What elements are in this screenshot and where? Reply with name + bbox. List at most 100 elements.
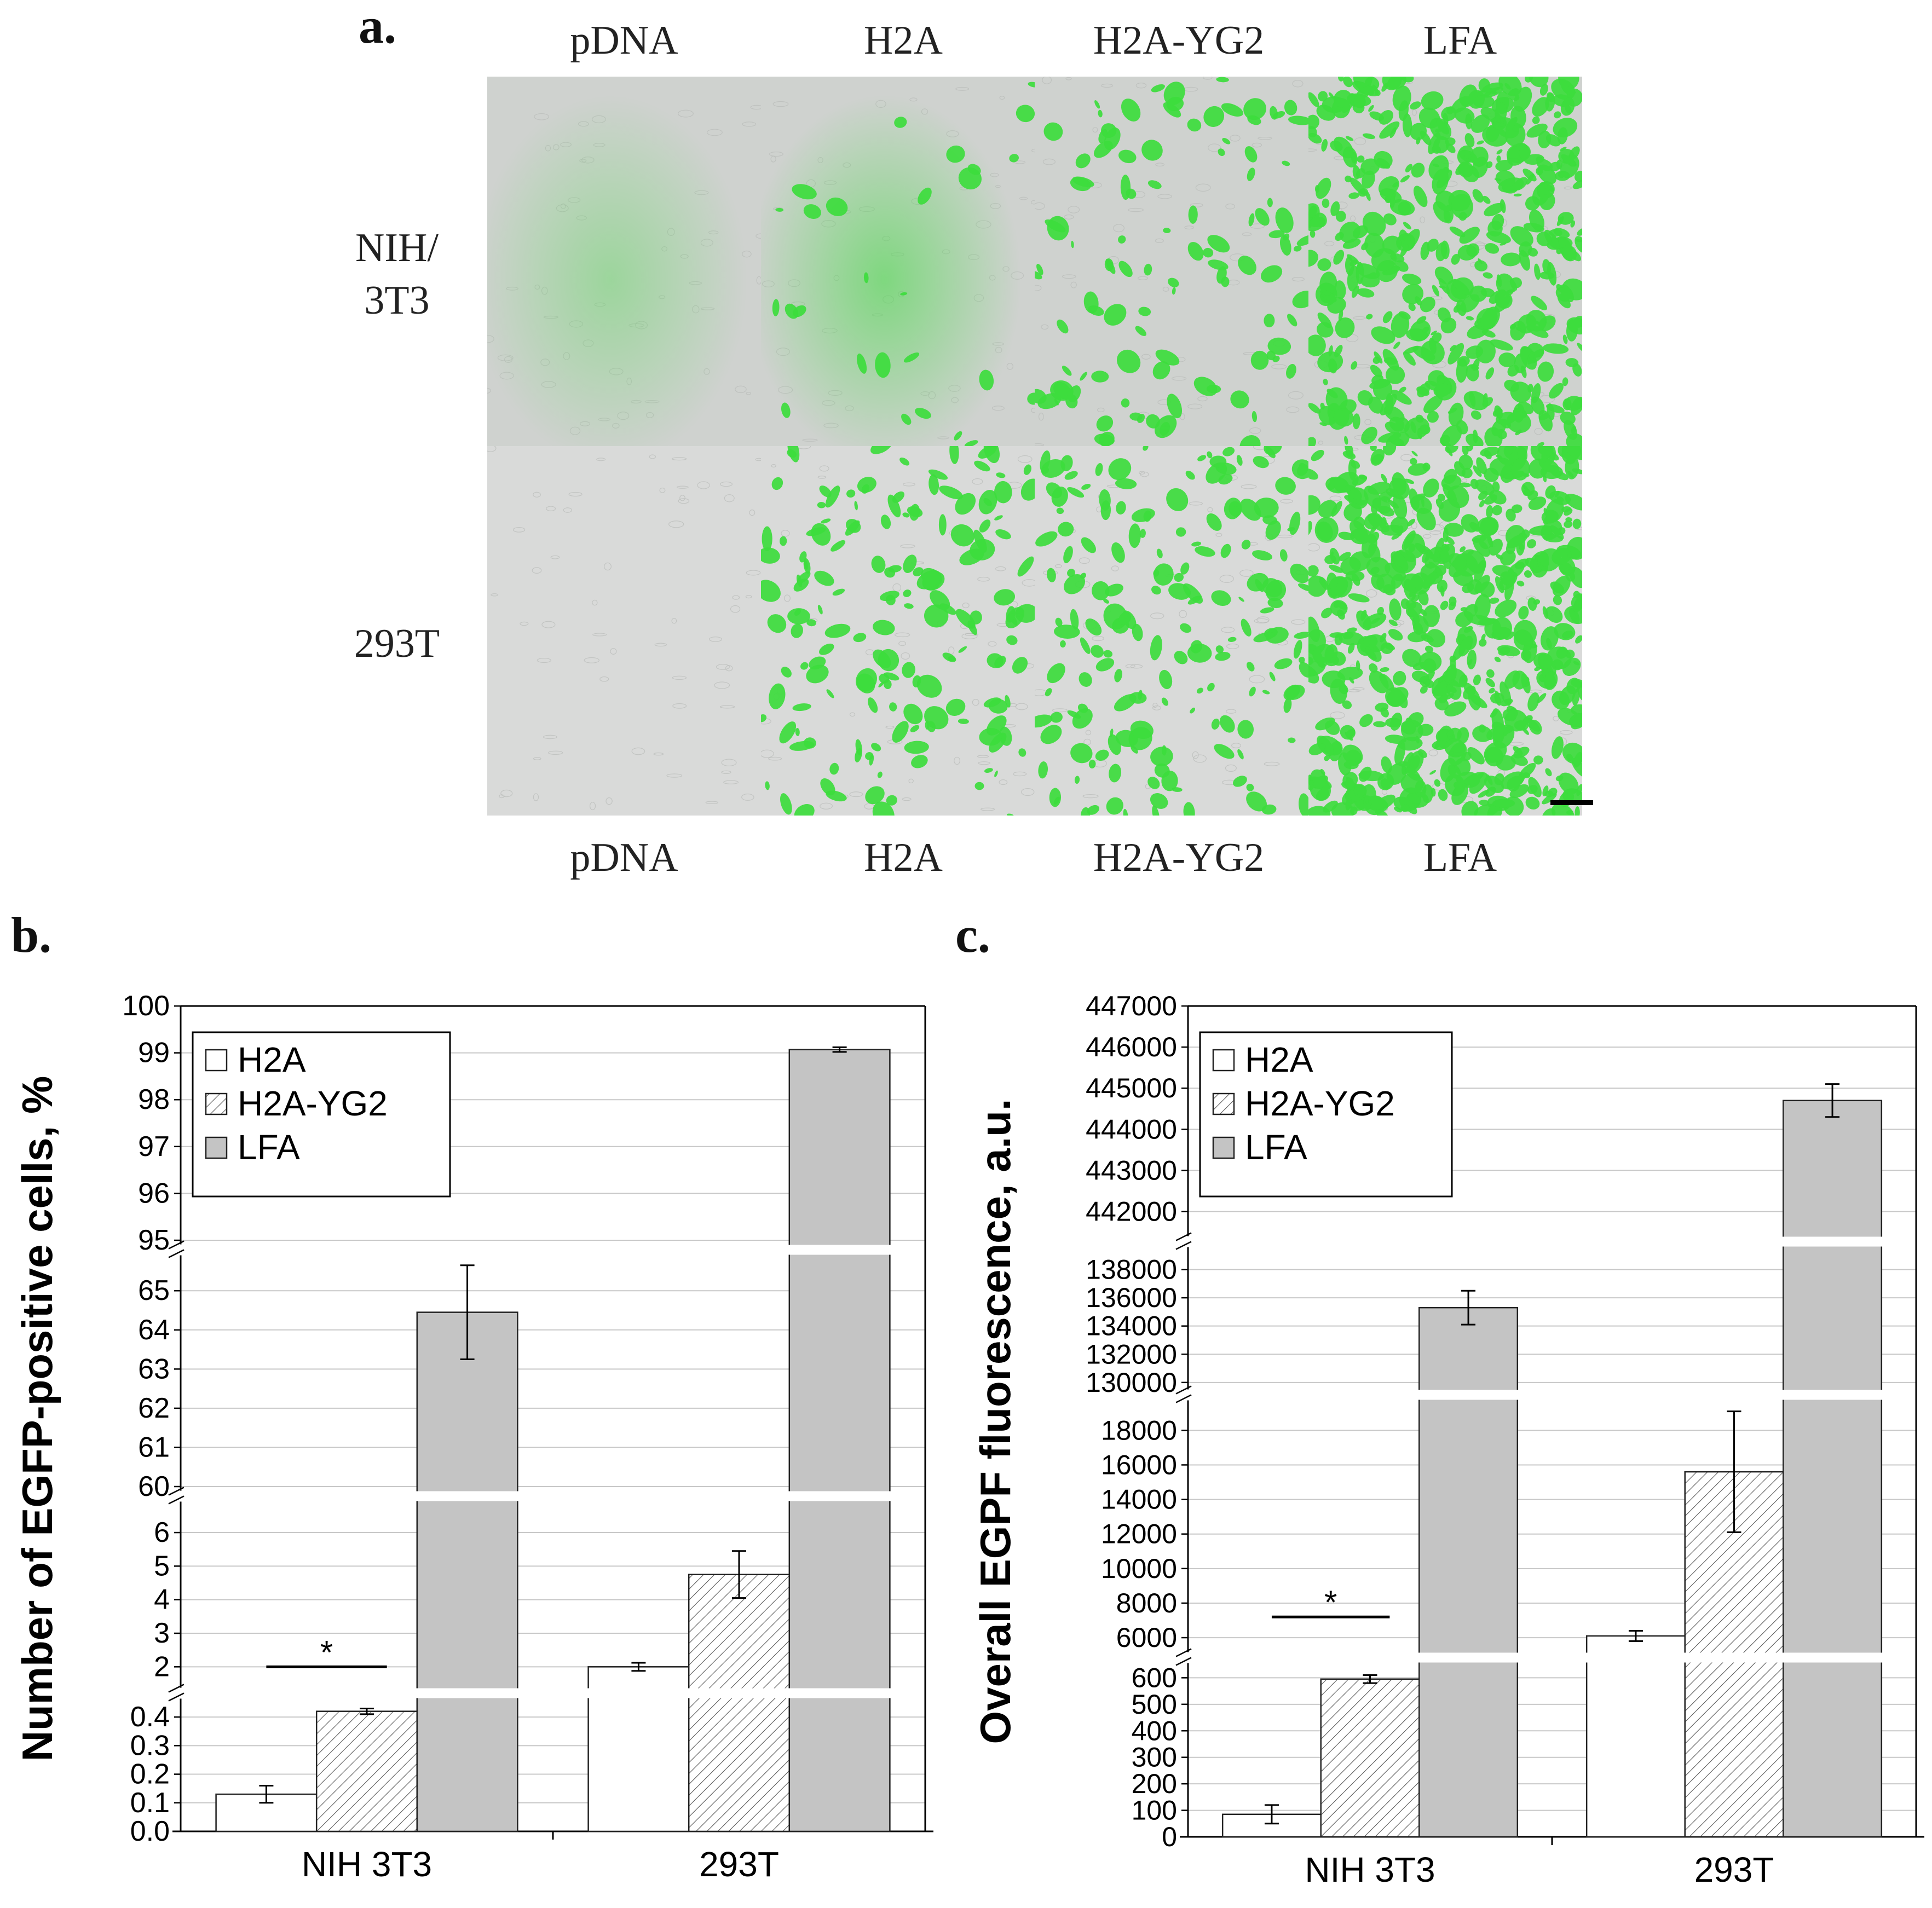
gfp-micrograph-icon [1035,446,1308,816]
axis-break-band [1189,1390,1915,1400]
y-tick-label: 138000 [1086,1254,1177,1285]
axis-break-band [182,1245,924,1255]
y-tick-label: 3 [154,1617,170,1649]
y-tick-label: 300 [1132,1742,1177,1773]
error-bar [631,1662,646,1672]
error-bar [1264,1804,1279,1825]
legend-label: LFA [238,1128,300,1167]
axis-break-mark [168,1684,185,1702]
bar-lfa-293t [1783,1100,1883,1838]
gfp-micrograph-icon [761,446,1035,816]
legend-label: H2A [238,1040,306,1079]
bar-lfa-nih3t3 [416,1311,518,1832]
y-tick-label: 100 [122,990,170,1022]
y-tick-label: 100 [1132,1795,1177,1826]
legend-swatch [1212,1136,1235,1159]
error-bar [1825,1083,1840,1118]
category-label: NIH 3T3 [302,1845,432,1884]
error-bar [360,1707,374,1715]
y-tick-label: 0.2 [130,1759,170,1790]
y-tick-label: 0.4 [130,1701,170,1733]
brightfield-micrograph-icon [487,446,761,816]
micrograph-lfa-row2 [1308,446,1582,816]
micrograph-h2a-row1 [761,77,1035,446]
bar-lfa-nih3t3 [1418,1306,1519,1838]
y-tick-label: 446000 [1086,1032,1177,1062]
legend-swatch [1212,1049,1235,1072]
scale-bar [1550,800,1593,805]
y-tick-label: 62 [138,1392,170,1424]
significance-star: * [1324,1584,1337,1621]
y-tick-label: 445000 [1086,1073,1177,1103]
column-label-h2a-bottom: H2A [864,835,943,880]
micrograph-pdna-row1 [487,77,761,446]
column-label-h2a-yg2-bottom: H2A-YG2 [1093,835,1265,880]
column-label-pdna-bottom: pDNA [570,835,678,880]
error-bar [1461,1290,1476,1326]
error-bar [832,1046,847,1053]
y-tick-label: 447000 [1086,991,1177,1021]
y-tick-label: 0.3 [130,1730,170,1761]
y-axis-label: Number of EGFP-positive cells, % [13,1076,61,1762]
y-tick-label: 0.0 [130,1816,170,1847]
y-tick-label: 136000 [1086,1282,1177,1313]
error-bar [1363,1674,1377,1684]
y-tick-label: 16000 [1101,1449,1177,1480]
bar-h2a-yg2-nih3t3 [315,1710,418,1832]
y-tick-label: 444000 [1086,1114,1177,1144]
bar-h2a-yg2-293t [688,1574,791,1832]
category-label: 293T [1694,1850,1774,1889]
axis-break-mark [1175,1232,1192,1250]
column-label-lfa-top: LFA [1423,18,1497,63]
y-axis-label: Overall EGPF fluorescence, a.u. [971,1098,1019,1744]
y-tick-label: 0 [1162,1822,1177,1852]
micrograph-lfa-row1 [1308,77,1582,446]
y-tick-label: 61 [138,1431,170,1463]
y-tick-label: 2 [154,1651,170,1682]
y-tick-label: 600 [1132,1662,1177,1693]
y-tick-label: 5 [154,1550,170,1582]
axis-break-band [1189,1652,1915,1663]
y-tick-label: 134000 [1086,1311,1177,1342]
y-tick-label: 12000 [1101,1519,1177,1549]
y-tick-label: 98 [138,1084,170,1115]
y-tick-label: 500 [1132,1689,1177,1720]
legend: H2A H2A-YG2 LFA [192,1031,451,1198]
row-label-nih3t3-line2: 3T3 [364,278,430,323]
legend-label: H2A [1245,1040,1313,1079]
y-tick-label: 60 [138,1471,170,1502]
y-tick-label: 65 [138,1275,170,1306]
column-label-h2a-yg2-top: H2A-YG2 [1093,18,1265,63]
column-label-lfa-bottom: LFA [1423,835,1497,880]
legend-label: H2A-YG2 [238,1084,388,1123]
y-tick-label: 400 [1132,1715,1177,1746]
gfp-micrograph-icon [1308,446,1582,816]
axis-break-mark [168,1487,185,1505]
y-tick-label: 63 [138,1353,170,1385]
y-tick-label: 200 [1132,1768,1177,1799]
significance-star: * [320,1634,333,1670]
category-label: NIH 3T3 [1305,1850,1435,1889]
legend-swatch [1212,1092,1235,1115]
axis-break-mark [1175,1385,1192,1403]
y-tick-label: 95 [138,1224,170,1256]
y-tick-label: 97 [138,1131,170,1163]
y-tick-label: 6 [154,1517,170,1548]
panel-a-label: a. [359,0,396,54]
row-label-293t: 293T [354,621,440,666]
legend-label: H2A-YG2 [1245,1084,1395,1123]
error-bar [1628,1629,1643,1642]
y-tick-label: 8000 [1116,1588,1177,1618]
legend-label: LFA [1245,1128,1307,1167]
brightfield-micrograph-icon [487,77,761,446]
micrograph-pdna-row2 [487,446,761,816]
error-bar [460,1264,475,1360]
category-label: 293T [699,1845,779,1884]
y-tick-label: 130000 [1086,1367,1177,1398]
row-label-nih3t3-line1: NIH/ [355,226,439,270]
error-bar [1727,1410,1741,1534]
panel-b-label: b. [11,907,52,963]
y-tick-label: 99 [138,1037,170,1069]
y-tick-label: 442000 [1086,1196,1177,1227]
